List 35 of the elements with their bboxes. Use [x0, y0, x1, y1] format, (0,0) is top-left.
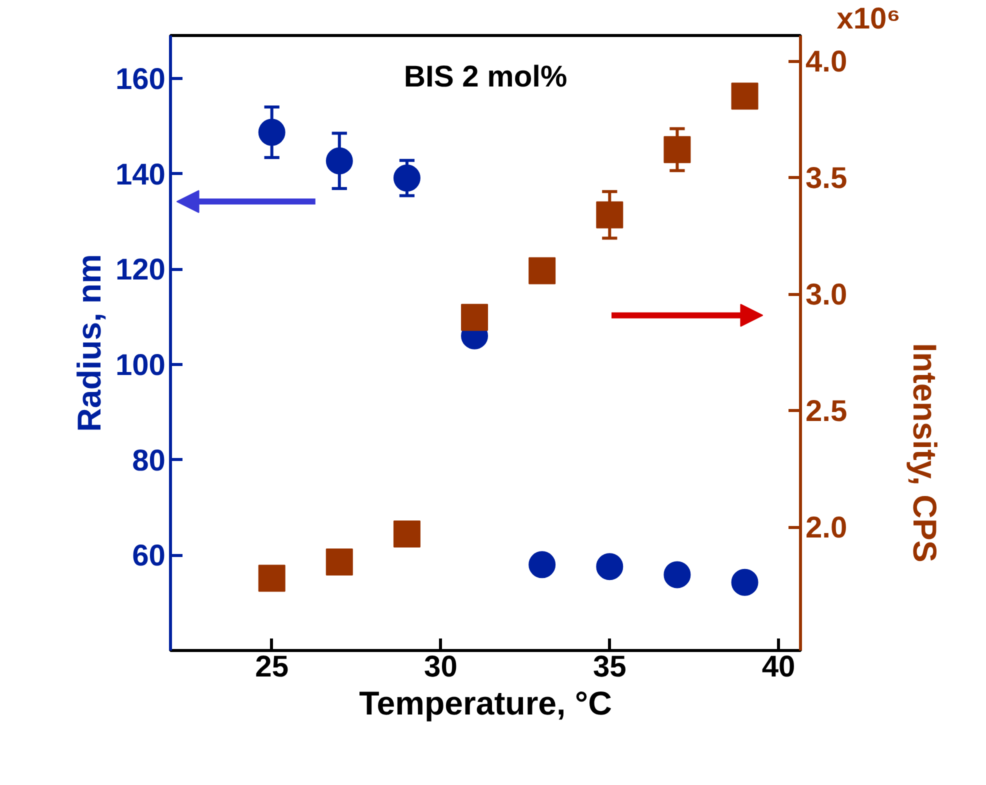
point [596, 553, 624, 580]
point [664, 561, 691, 588]
point [528, 257, 556, 284]
x-axis-title: Temperature, °C [359, 684, 612, 722]
y-tick-label: 60 [132, 540, 166, 573]
point [258, 564, 286, 592]
point [393, 520, 420, 548]
y2-tick-label: 2.0 [806, 512, 848, 545]
point [596, 201, 624, 228]
point [664, 136, 691, 164]
y2-axis-title: Intensity, CPS [906, 343, 944, 562]
y-axis-title: Radius, nm [70, 254, 108, 432]
x-tick-label: 25 [255, 650, 289, 684]
text: x10⁶ [836, 2, 901, 36]
point [393, 164, 420, 192]
y-tick-label: 160 [115, 62, 166, 96]
y-tick-label: 80 [132, 444, 166, 478]
point [528, 551, 556, 578]
y-tick-label: 120 [115, 254, 166, 287]
y2-tick-label: 3.0 [806, 278, 848, 312]
x-tick-label: 30 [424, 650, 458, 684]
point [461, 304, 488, 331]
point [258, 118, 286, 146]
y2-tick-label: 4.0 [806, 46, 848, 79]
y2-tick-label: 3.5 [806, 162, 848, 196]
y2-tick-label: 2.5 [806, 395, 848, 428]
y-tick-label: 100 [115, 348, 166, 382]
x-tick-label: 35 [592, 650, 626, 684]
point [731, 82, 758, 110]
point [326, 147, 353, 174]
x-tick-label: 40 [762, 650, 796, 684]
y-tick-label: 140 [115, 158, 166, 192]
point [326, 548, 353, 576]
text: BIS 2 mol% [404, 60, 568, 94]
point [731, 568, 758, 596]
